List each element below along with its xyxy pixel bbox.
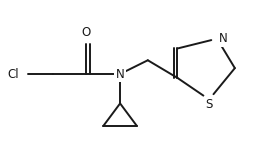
Text: S: S	[205, 98, 213, 111]
Text: O: O	[82, 26, 91, 39]
Text: N: N	[219, 32, 228, 45]
Text: N: N	[116, 67, 124, 81]
Text: Cl: Cl	[7, 67, 19, 81]
